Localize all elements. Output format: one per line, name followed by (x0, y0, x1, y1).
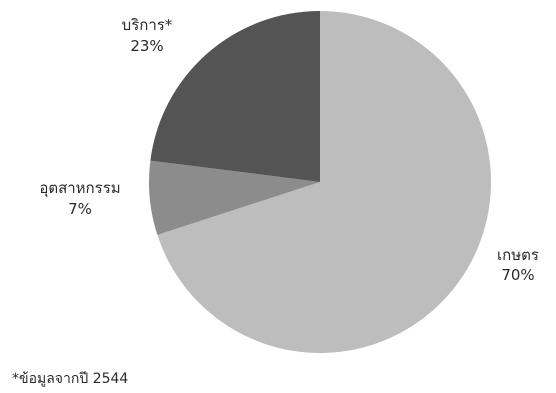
slice-label-services: บริการ* (122, 16, 173, 34)
pie-slices (149, 10, 492, 353)
slice-services (150, 11, 320, 182)
slice-percent-agriculture: 70% (501, 266, 534, 284)
slice-agriculture (157, 10, 492, 353)
footnote: *ข้อมูลจากปี 2544 (12, 371, 129, 387)
slice-label-agriculture: เกษตร (497, 246, 539, 264)
slice-percent-industry: 7% (68, 200, 92, 218)
slice-industry (149, 160, 320, 235)
slice-label-industry: อุตสาหกรรม (39, 179, 120, 198)
slice-percent-services: 23% (130, 37, 163, 55)
